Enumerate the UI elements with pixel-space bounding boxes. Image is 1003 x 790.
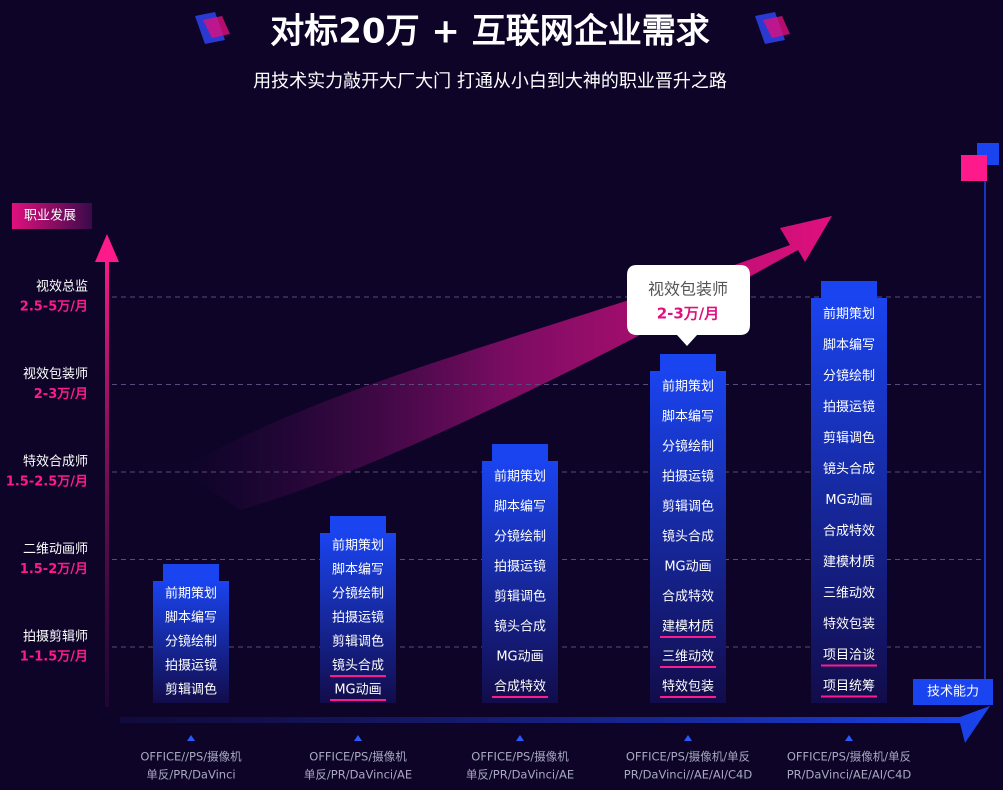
skill: 前期策划 — [662, 379, 714, 395]
title-deco — [195, 12, 790, 44]
skill: 分镜绘制 — [662, 440, 714, 455]
column-tab — [330, 516, 386, 536]
skill: 特效包装 — [823, 617, 875, 632]
tools: 单反/PR/DaVinci/AE — [466, 768, 574, 782]
tools: 单反/PR/DaVinci/AE — [304, 768, 412, 782]
column — [811, 298, 887, 703]
skill: 项目洽谈 — [823, 648, 875, 663]
level-title: 二维动画师 — [23, 542, 88, 557]
skill: 分镜绘制 — [332, 587, 384, 602]
deco-square — [961, 155, 987, 181]
level-title: 视效总监 — [36, 280, 88, 295]
skill: 特效包装 — [662, 680, 714, 695]
skill: MG动画 — [334, 683, 381, 698]
tools: 单反/PR/DaVinci — [146, 768, 235, 782]
skill: 剪辑调色 — [165, 682, 217, 698]
skill: 剪辑调色 — [332, 634, 384, 650]
tools: OFFICE/PS/摄像机 — [471, 750, 569, 764]
tick-marker — [516, 735, 524, 741]
column — [320, 533, 396, 703]
level-salary: 1.5-2万/月 — [20, 562, 88, 577]
skill: 前期策划 — [823, 306, 875, 322]
skill: 脚本编写 — [332, 562, 384, 578]
x-axis-label: 技术能力 — [927, 685, 979, 700]
y-axis-arrow — [95, 234, 119, 262]
skill: 剪辑调色 — [823, 430, 875, 446]
tools: OFFICE/PS/摄像机 — [309, 750, 407, 764]
skill: 拍摄运镜 — [662, 470, 714, 485]
skill: 拍摄运镜 — [332, 611, 384, 626]
tick-marker — [187, 735, 195, 741]
level-salary: 2-3万/月 — [34, 387, 88, 402]
skill: 三维动效 — [662, 650, 714, 665]
skill: 合成特效 — [494, 680, 546, 695]
skill: 分镜绘制 — [823, 369, 875, 384]
tick-marker — [354, 735, 362, 741]
skill: 脚本编写 — [823, 337, 875, 353]
x-axis-label-box — [913, 679, 993, 705]
y-axis — [105, 255, 109, 707]
skill: 前期策划 — [494, 469, 546, 485]
level-title: 特效合成师 — [23, 455, 88, 470]
skill: 建模材质 — [662, 620, 714, 635]
tools: PR/DaVinci//AE/AI/C4D — [624, 768, 753, 782]
skill: 脚本编写 — [165, 610, 217, 626]
callout-box — [627, 265, 750, 346]
skill: 拍摄运镜 — [494, 560, 546, 575]
y-axis-label-box — [12, 203, 92, 229]
skill: 拍摄运镜 — [165, 659, 217, 674]
skill: 镜头合成 — [494, 620, 546, 635]
skill: 镜头合成 — [823, 462, 875, 477]
tick-marker — [684, 735, 692, 741]
column — [482, 461, 558, 703]
x-axis — [120, 706, 990, 743]
skill: 建模材质 — [823, 555, 875, 570]
callout-salary: 2-3万/月 — [657, 305, 720, 323]
skill: MG动画 — [825, 493, 872, 508]
subtitle: 用技术实力敲开大厂大门 打通从小白到大神的职业晋升之路 — [253, 71, 727, 92]
skill: 分镜绘制 — [165, 635, 217, 650]
column-tab — [492, 444, 548, 464]
column-tab — [660, 354, 716, 374]
tools: OFFICE/PS/摄像机/单反 — [626, 750, 750, 764]
skill: MG动画 — [496, 650, 543, 665]
skill: 前期策划 — [332, 538, 384, 554]
skill: 镜头合成 — [332, 659, 384, 674]
skill: MG动画 — [664, 560, 711, 575]
column-tab — [821, 281, 877, 301]
title: 对标20万 + 互联网企业需求 — [270, 12, 709, 52]
skill: 三维动效 — [823, 586, 875, 601]
tools: OFFICE//PS/摄像机 — [140, 750, 242, 764]
column — [153, 581, 229, 703]
level-title: 视效包装师 — [23, 367, 88, 382]
skill: 合成特效 — [662, 590, 714, 605]
skill: 拍摄运镜 — [823, 400, 875, 415]
level-salary: 2.5-5万/月 — [20, 300, 88, 315]
skill: 镜头合成 — [662, 530, 714, 545]
skill: 脚本编写 — [662, 409, 714, 425]
skill: 分镜绘制 — [494, 530, 546, 545]
skill: 合成特效 — [823, 524, 875, 539]
tools: PR/DaVinci/AE/AI/C4D — [787, 768, 912, 782]
callout-title: 视效包装师 — [648, 280, 728, 299]
skill: 剪辑调色 — [662, 499, 714, 515]
y-axis-label: 职业发展 — [24, 208, 76, 224]
tools: OFFICE/PS/摄像机/单反 — [787, 750, 911, 764]
column-tab — [163, 564, 219, 584]
skill: 前期策划 — [165, 586, 217, 602]
skill: 剪辑调色 — [494, 589, 546, 605]
skill: 脚本编写 — [494, 499, 546, 515]
tick-marker — [845, 735, 853, 741]
level-salary: 1.5-2.5万/月 — [6, 475, 88, 490]
level-salary: 1-1.5万/月 — [20, 650, 88, 665]
skill: 项目统筹 — [823, 678, 875, 694]
column — [650, 371, 726, 703]
level-title: 拍摄剪辑师 — [23, 629, 88, 645]
